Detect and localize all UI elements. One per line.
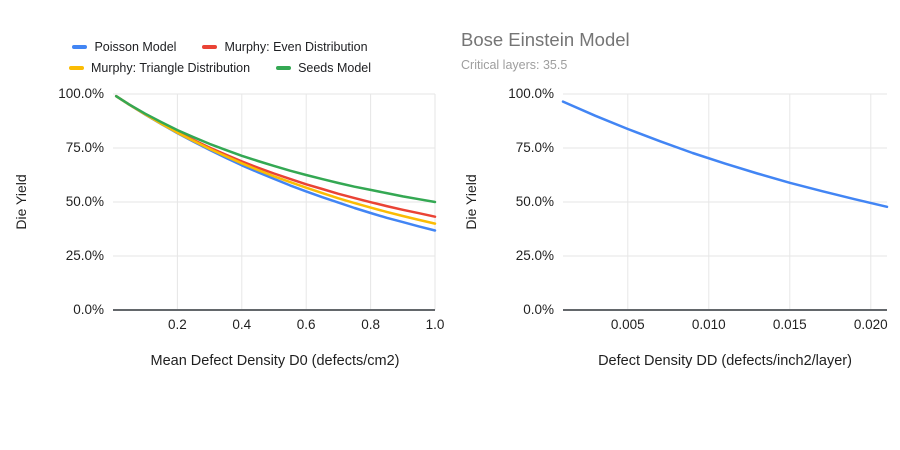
x-tick-label: 0.2 [168,317,187,332]
legend-swatch-icon [202,44,218,50]
y-tick-label: 75.0% [65,140,104,155]
chart-canvas[interactable] [450,0,900,450]
x-tick-label: 0.015 [772,317,807,332]
x-tick-label: 0.4 [232,317,252,332]
legend-label: Murphy: Triangle Distribution [90,61,251,75]
series-line[interactable] [561,100,889,209]
y-tick-label: 100.0% [508,86,554,101]
legend-label: Seeds Model [298,61,372,75]
legend-swatch-icon [68,65,84,71]
x-tick-label: 0.020 [853,317,888,332]
y-tick-label: 50.0% [65,194,104,209]
y-tick-label: 100.0% [58,86,104,101]
legend-item-murphy-triangle[interactable]: Murphy: Triangle Distribution [68,61,251,75]
series-line[interactable] [114,94,437,232]
x-tick-label: 1.0 [425,317,445,332]
y-tick-label: 75.0% [515,140,554,155]
x-tick-label: 0.8 [361,317,380,332]
legend-item-seeds-model[interactable]: Seeds Model [276,61,371,75]
series-line[interactable] [114,94,437,218]
chart-title: Bose Einstein Model [461,29,630,50]
y-tick-label: 25.0% [65,248,104,263]
legend-swatch-icon [72,44,88,50]
legend-label: Poisson Model [94,40,177,54]
y-tick-label: 0.0% [523,302,554,317]
series-line[interactable] [114,94,437,204]
legend-item-poisson-model[interactable]: Poisson Model [72,40,176,54]
x-axis-title: Defect Density DD (defects/inch2/layer) [598,353,852,369]
x-axis-title: Mean Defect Density D0 (defects/cm2) [150,353,400,369]
defect-density-models-chart: Poisson Model Murphy: Even Distribution … [0,0,450,450]
bose-einstein-chart: Bose Einstein Model Critical layers: 35.… [450,0,900,450]
chart-legend: Poisson Model Murphy: Even Distribution … [30,40,410,75]
x-tick-label: 0.005 [610,317,645,332]
y-tick-label: 25.0% [515,248,554,263]
legend-label: Murphy: Even Distribution [224,40,368,54]
series-line[interactable] [114,94,437,225]
legend-swatch-icon [276,65,292,71]
x-tick-label: 0.010 [691,317,726,332]
legend-item-murphy-even[interactable]: Murphy: Even Distribution [202,40,368,54]
chart-canvas[interactable] [0,0,450,450]
y-tick-label: 50.0% [515,194,554,209]
y-tick-label: 0.0% [73,302,104,317]
chart-subtitle: Critical layers: 35.5 [461,58,568,72]
x-tick-label: 0.6 [296,317,316,332]
